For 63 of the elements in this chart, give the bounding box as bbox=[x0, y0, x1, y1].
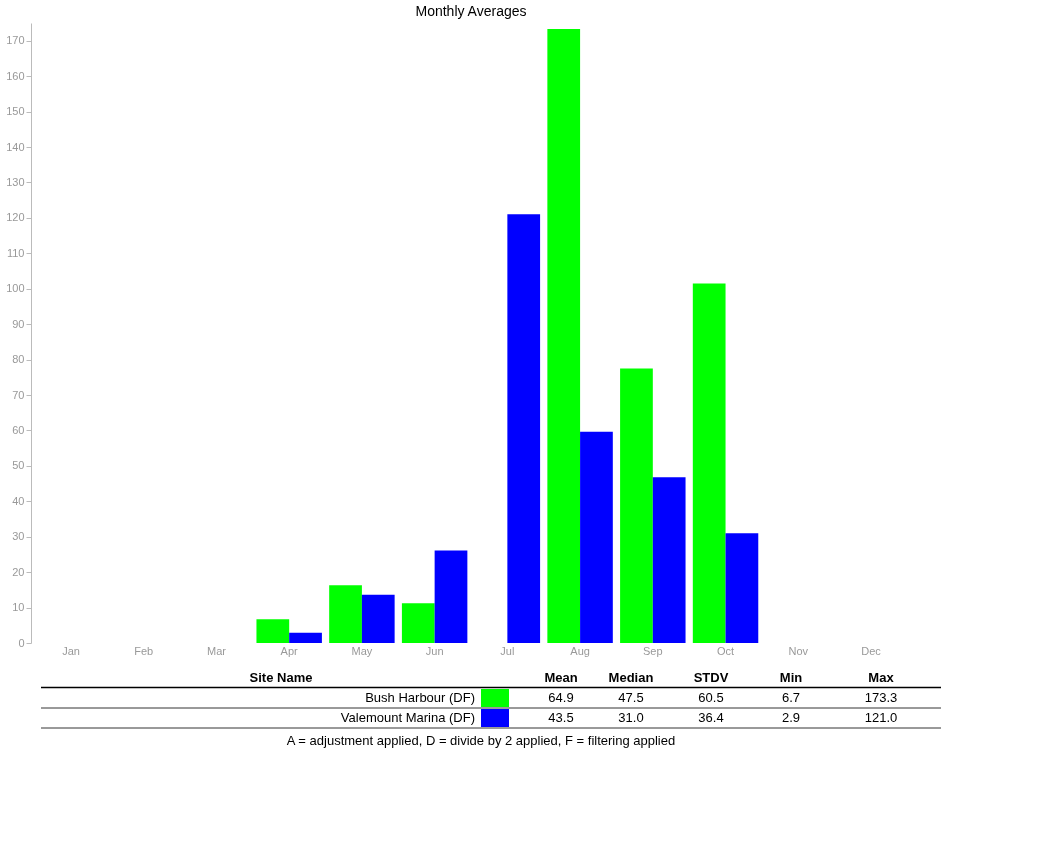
y-tick-label: 60 bbox=[12, 423, 25, 436]
y-tick-label: 90 bbox=[12, 317, 25, 330]
x-tick-label: Aug bbox=[570, 644, 590, 657]
x-tick-label: Nov bbox=[788, 644, 809, 657]
text: A = adjustment applied, D = divide by 2 applied, F = filtering applied bbox=[286, 733, 676, 748]
y-tick-label: 110 bbox=[6, 246, 25, 259]
text: 121.0 bbox=[864, 710, 898, 725]
bar bbox=[361, 594, 395, 643]
bar bbox=[256, 619, 290, 643]
legend-label: Valemount Marina (DF) bbox=[340, 710, 475, 725]
x-tick-label: May bbox=[351, 644, 373, 657]
text: 173.3 bbox=[864, 690, 898, 705]
x-tick-label: Jan bbox=[62, 644, 80, 657]
bar bbox=[725, 533, 759, 643]
y-tick-label: 170 bbox=[6, 34, 25, 47]
text: 60.5 bbox=[698, 690, 724, 705]
y-tick-label: 80 bbox=[12, 353, 25, 366]
text: Mean bbox=[544, 670, 578, 685]
text: Median bbox=[608, 670, 654, 685]
text: Site Name bbox=[249, 670, 313, 685]
text: 6.7 bbox=[781, 690, 801, 705]
y-tick-label: 150 bbox=[6, 105, 25, 118]
text: Min bbox=[779, 670, 803, 685]
bar bbox=[547, 29, 581, 643]
y-tick-label: 70 bbox=[12, 388, 25, 401]
y-tick-label: 50 bbox=[12, 459, 25, 472]
bar bbox=[620, 368, 653, 643]
x-tick-label: Jun bbox=[425, 644, 444, 657]
bar bbox=[401, 603, 435, 643]
y-tick-label: 20 bbox=[12, 565, 25, 578]
x-tick-label: Oct bbox=[716, 644, 735, 657]
x-tick-label: Dec bbox=[861, 644, 882, 657]
bar bbox=[507, 214, 541, 643]
y-tick-label: 100 bbox=[6, 282, 25, 295]
x-tick-label: Jul bbox=[500, 644, 515, 657]
x-tick-label: Apr bbox=[280, 644, 299, 657]
bar bbox=[580, 431, 613, 643]
x-tick-label: Feb bbox=[134, 644, 154, 657]
text: 64.9 bbox=[548, 690, 574, 705]
y-tick-label: 30 bbox=[12, 530, 25, 543]
bar bbox=[289, 632, 322, 643]
y-tick-label: 120 bbox=[6, 211, 25, 224]
bar bbox=[692, 283, 726, 643]
text: 2.9 bbox=[781, 710, 801, 725]
text: 36.4 bbox=[698, 710, 724, 725]
y-tick-label: 0 bbox=[18, 636, 25, 649]
text: 43.5 bbox=[548, 710, 574, 725]
x-tick-label: Mar bbox=[206, 644, 227, 657]
y-tick-label: 140 bbox=[6, 140, 25, 153]
y-tick-label: 40 bbox=[12, 494, 25, 507]
y-tick-label: 10 bbox=[12, 601, 25, 614]
text: Max bbox=[868, 670, 895, 685]
x-tick-label: Sep bbox=[643, 644, 663, 657]
bar bbox=[329, 585, 362, 643]
text: STDV bbox=[693, 670, 729, 685]
legend-label: Bush Harbour (DF) bbox=[365, 690, 475, 705]
chart-title: Monthly Averages bbox=[415, 3, 527, 19]
y-tick-label: 160 bbox=[6, 69, 25, 82]
text: 47.5 bbox=[618, 690, 644, 705]
text: 31.0 bbox=[618, 710, 644, 725]
bar bbox=[652, 477, 686, 643]
y-tick-label: 130 bbox=[6, 175, 25, 188]
bar bbox=[434, 550, 468, 643]
